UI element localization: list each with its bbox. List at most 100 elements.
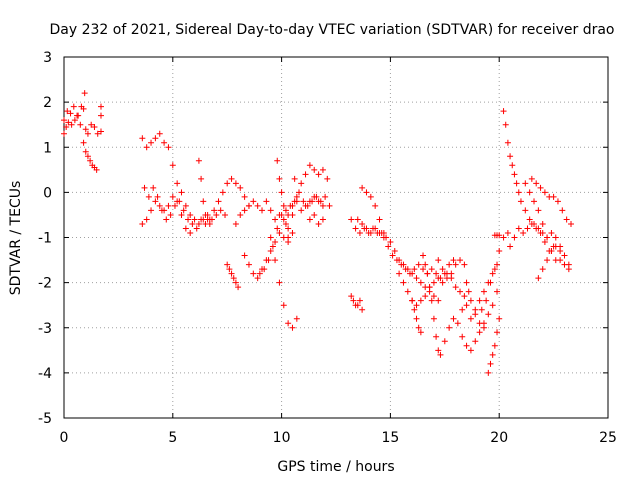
y-axis-label: SDTVAR / TECUs — [8, 181, 24, 296]
y-tick-label: 2 — [43, 95, 52, 111]
data-point — [494, 288, 501, 295]
data-point — [84, 153, 91, 160]
data-point — [443, 270, 450, 277]
data-point — [391, 248, 398, 255]
data-point — [259, 207, 266, 214]
data-point — [457, 257, 464, 264]
data-point — [415, 324, 422, 331]
data-point — [167, 211, 174, 218]
data-point — [70, 103, 77, 110]
y-tick-label: -4 — [38, 366, 52, 382]
data-point — [461, 261, 468, 268]
data-point — [565, 266, 572, 273]
data-point — [189, 220, 196, 227]
data-point — [141, 184, 148, 191]
data-point — [463, 279, 470, 286]
data-point — [97, 112, 104, 119]
data-point — [348, 293, 355, 300]
data-point — [459, 333, 466, 340]
data-point — [433, 333, 440, 340]
y-tick-label: -3 — [38, 321, 52, 337]
data-point — [215, 198, 222, 205]
data-point — [537, 229, 544, 236]
data-point — [287, 202, 294, 209]
data-point — [568, 220, 575, 227]
data-point — [148, 139, 155, 146]
data-point — [539, 220, 546, 227]
data-point — [269, 243, 276, 250]
data-point — [165, 202, 172, 209]
data-point — [356, 297, 363, 304]
data-point — [511, 234, 518, 241]
data-point — [352, 225, 359, 232]
data-point — [291, 175, 298, 182]
data-point — [237, 211, 244, 218]
data-point — [439, 266, 446, 273]
data-point — [200, 198, 207, 205]
data-point — [278, 211, 285, 218]
data-point — [500, 234, 507, 241]
y-tick-label: -1 — [38, 231, 52, 247]
data-point — [226, 266, 233, 273]
data-point — [64, 108, 71, 115]
data-point — [195, 157, 202, 164]
data-point — [507, 153, 514, 160]
data-point — [91, 123, 98, 130]
data-point — [150, 184, 157, 191]
data-point — [402, 266, 409, 273]
data-point — [169, 193, 176, 200]
data-point — [193, 225, 200, 232]
data-point — [552, 243, 559, 250]
data-point — [437, 351, 444, 358]
data-point — [171, 202, 178, 209]
data-point — [454, 320, 461, 327]
data-point — [531, 198, 538, 205]
data-point — [354, 216, 361, 223]
data-point — [94, 130, 101, 137]
data-point — [224, 180, 231, 187]
data-point — [198, 216, 205, 223]
data-point — [372, 202, 379, 209]
data-point — [550, 193, 557, 200]
data-point — [535, 207, 542, 214]
data-point — [504, 139, 511, 146]
data-point — [491, 266, 498, 273]
data-point — [417, 279, 424, 286]
data-point — [452, 284, 459, 291]
y-tick-label: 1 — [43, 140, 52, 156]
data-point — [250, 198, 257, 205]
data-point — [88, 121, 95, 128]
data-point — [435, 347, 442, 354]
data-point — [413, 275, 420, 282]
data-point — [213, 211, 220, 218]
data-point — [350, 297, 357, 304]
data-point — [426, 284, 433, 291]
data-point — [280, 302, 287, 309]
data-points — [61, 90, 575, 376]
data-point — [63, 123, 70, 130]
data-point — [520, 229, 527, 236]
data-point — [367, 193, 374, 200]
data-point — [485, 311, 492, 318]
x-tick-label: 5 — [168, 430, 177, 446]
data-point — [315, 220, 322, 227]
data-point — [282, 220, 289, 227]
data-point — [143, 216, 150, 223]
data-point — [359, 306, 366, 313]
data-point — [152, 198, 159, 205]
data-point — [389, 252, 396, 259]
data-point — [97, 103, 104, 110]
data-point — [450, 257, 457, 264]
data-point — [306, 162, 313, 169]
data-point — [291, 198, 298, 205]
data-point — [165, 144, 172, 151]
data-point — [509, 162, 516, 169]
data-point — [185, 216, 192, 223]
data-point — [517, 198, 524, 205]
data-point — [272, 257, 279, 264]
data-point — [411, 266, 418, 273]
data-point — [435, 297, 442, 304]
y-tick-label: -2 — [38, 276, 52, 292]
data-point — [526, 189, 533, 196]
